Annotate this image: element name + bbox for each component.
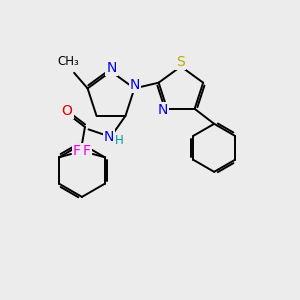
Text: S: S [176, 55, 185, 69]
Text: F: F [83, 144, 91, 158]
Text: N: N [158, 103, 168, 117]
Text: N: N [130, 78, 140, 92]
Text: CH₃: CH₃ [57, 56, 79, 68]
Text: N: N [106, 61, 117, 75]
Text: H: H [115, 134, 123, 147]
Text: N: N [104, 130, 114, 144]
Text: O: O [61, 104, 72, 118]
Text: F: F [73, 144, 81, 158]
